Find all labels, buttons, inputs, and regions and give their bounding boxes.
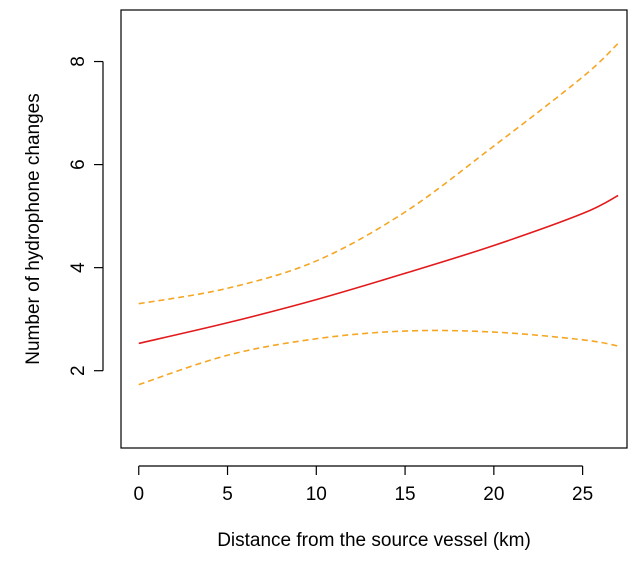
x-tick-label: 10 [306, 484, 327, 505]
y-tick-label: 8 [68, 56, 89, 67]
y-tick-label: 2 [68, 365, 89, 376]
series-layer [138, 42, 619, 386]
y-axis: 2 4 6 8 [68, 56, 104, 376]
x-tick-label: 25 [572, 484, 593, 505]
estimate-line [138, 194, 619, 345]
y-tick-label: 6 [68, 159, 89, 170]
x-tick-label: 5 [222, 484, 233, 505]
x-axis-title: Distance from the source vessel (km) [217, 530, 531, 551]
x-axis: 0 5 10 15 20 25 [133, 465, 593, 505]
lower-bound-line [138, 329, 619, 386]
plot-frame [120, 9, 628, 449]
y-axis-title: Number of hydrophone changes [23, 93, 44, 364]
x-tick-label: 20 [483, 484, 504, 505]
x-tick-label: 15 [394, 484, 415, 505]
x-tick-label: 0 [133, 484, 144, 505]
upper-bound-line [138, 42, 619, 305]
y-tick-label: 4 [68, 262, 89, 273]
